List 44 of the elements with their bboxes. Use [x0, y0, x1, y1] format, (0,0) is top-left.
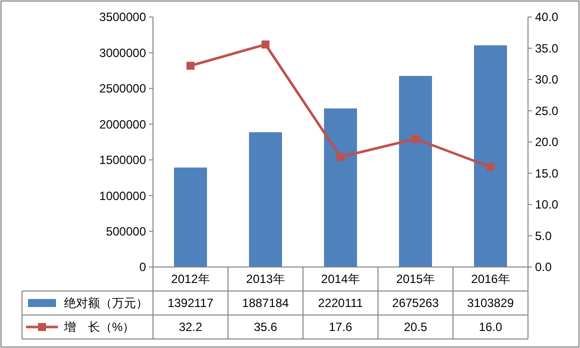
data-label: 3103829: [467, 296, 514, 310]
y-tick-label: 2500000: [99, 82, 146, 96]
data-label: 16.0: [478, 320, 502, 334]
y2-tick-label: 40.0: [535, 10, 559, 24]
data-label: 2675263: [392, 296, 440, 310]
x-tick-label: 2016年: [471, 272, 510, 286]
x-tick-label: 2015年: [396, 272, 435, 286]
data-label: 32.2: [178, 320, 202, 334]
y2-tick-label: 20.0: [535, 135, 559, 150]
y2-tick-label: 30.0: [535, 72, 559, 87]
data-label: 1392117: [168, 296, 214, 310]
legend-label: 绝对额（万元）: [64, 296, 148, 310]
point: [486, 163, 494, 171]
data-label: 35.6: [254, 320, 278, 334]
point: [412, 134, 420, 143]
y-tick-label: 2000000: [99, 117, 146, 132]
bar: [174, 168, 207, 267]
data-label: 20.5: [404, 320, 428, 334]
y2-tick-label: 5.0: [535, 228, 552, 243]
point: [336, 153, 344, 161]
y2-tick-label: 15.0: [535, 166, 559, 180]
y-tick-label: 3000000: [99, 46, 146, 60]
y2-tick-label: 10.0: [535, 198, 559, 212]
y-tick-label: 1500000: [99, 153, 146, 168]
y2-tick-label: 0.0: [535, 260, 552, 274]
y-tick-label: 1000000: [99, 188, 146, 203]
bar: [249, 132, 282, 267]
y-tick-label: 500000: [106, 224, 146, 238]
data-label: 1887184: [242, 296, 290, 310]
x-tick-label: 2014年: [321, 272, 360, 286]
x-tick-label: 2012年: [171, 272, 210, 286]
y2-tick-label: 25.0: [535, 104, 559, 118]
y2-tick-label: 35.0: [535, 41, 559, 56]
y-tick-label: 0: [139, 260, 146, 274]
bar: [474, 45, 507, 267]
point: [262, 40, 270, 48]
bar: [399, 76, 432, 267]
x-tick-label: 2013年: [246, 272, 285, 286]
y-tick-label: 3500000: [99, 10, 146, 24]
data-label: 2220111: [318, 296, 364, 310]
data-label: 17.6: [328, 320, 352, 334]
bar: [324, 108, 357, 267]
legend-label: 增 长（%）: [63, 320, 135, 334]
point: [186, 62, 194, 70]
